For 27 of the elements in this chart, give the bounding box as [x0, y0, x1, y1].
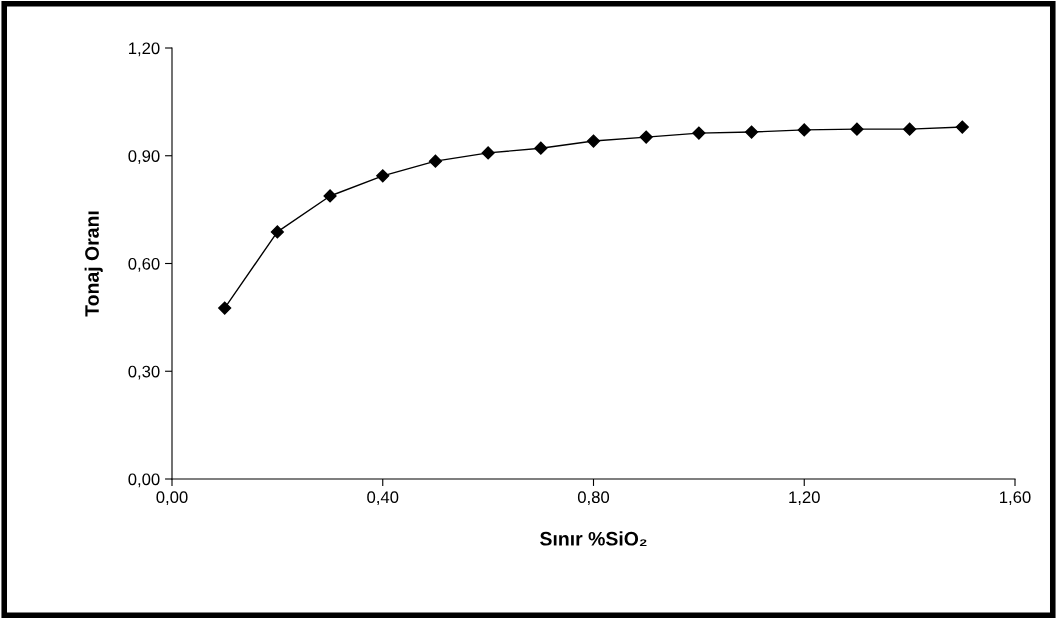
y-tick-label: 1,20 — [129, 42, 160, 57]
point — [744, 125, 759, 139]
y-tick-label: 0,60 — [128, 257, 160, 272]
point — [692, 126, 706, 140]
x-axis-title: Sınır %SiO₂ — [540, 531, 647, 547]
y-tick-label: 0,00 — [128, 473, 160, 488]
point — [428, 154, 443, 168]
x-tick-label: 1,20 — [789, 491, 820, 506]
point — [534, 141, 548, 155]
point — [586, 134, 601, 148]
point — [323, 189, 337, 203]
point — [270, 225, 284, 239]
x-tick-label: 1,60 — [1000, 491, 1031, 506]
x-tick-label: 0,00 — [156, 491, 188, 506]
point — [639, 130, 653, 144]
point — [218, 301, 232, 315]
point — [797, 123, 811, 137]
x-tick-label: 0,40 — [367, 491, 399, 506]
y-axis-title: Tonaj Oranı — [84, 211, 103, 317]
y-tick-label: 0,90 — [128, 150, 160, 164]
point — [903, 122, 917, 136]
y-tick-label: 0,30 — [128, 365, 160, 380]
point — [850, 122, 864, 136]
point — [955, 120, 969, 134]
point — [481, 146, 495, 160]
x-tick-label: 0,80 — [577, 491, 610, 506]
point — [376, 169, 390, 183]
